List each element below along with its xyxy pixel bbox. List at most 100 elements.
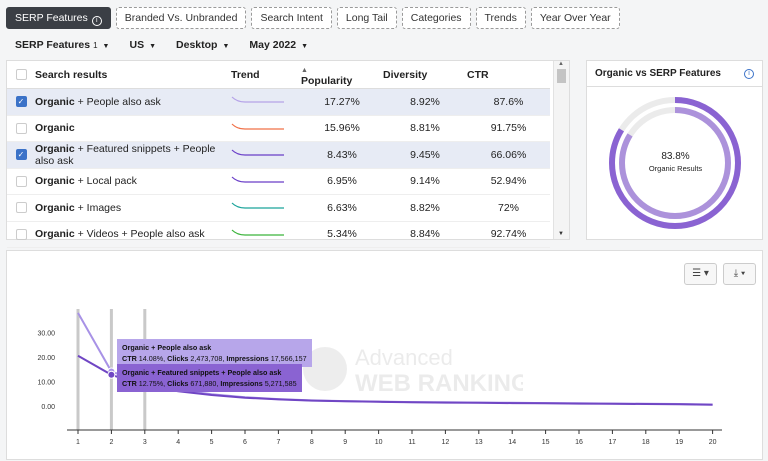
row-label: Organic + Local pack xyxy=(35,175,137,188)
x-tick-label: 9 xyxy=(343,439,347,446)
table-row[interactable]: Organic + Videos + People also ask 5.34% 8… xyxy=(7,222,550,248)
scrollbar-thumb[interactable] xyxy=(557,69,566,83)
tab-label: SERP Features xyxy=(15,12,88,24)
x-tick-label: 2 xyxy=(109,439,113,446)
tab-trends[interactable]: Trends xyxy=(475,7,526,29)
x-tick-label: 6 xyxy=(243,439,247,446)
tooltip-title: Organic + Featured snippets + People als… xyxy=(122,368,282,377)
date-dropdown[interactable]: May 2022 ▼ xyxy=(249,39,308,51)
row-popularity: 5.34% xyxy=(327,228,357,241)
tooltip-title: Organic + People also ask xyxy=(122,343,212,352)
tooltip-people-also-ask: Organic + People also ask CTR 14.08%, Cl… xyxy=(117,339,312,367)
x-tick-label: 18 xyxy=(642,439,650,446)
info-icon[interactable]: i xyxy=(744,68,754,79)
table-row[interactable]: ✓ Organic + People also ask 17.27% 8.92% 87.… xyxy=(7,89,550,116)
x-tick-label: 15 xyxy=(542,439,550,446)
donut-arc-inner xyxy=(619,107,731,219)
country-dropdown[interactable]: US ▼ xyxy=(129,39,156,51)
x-tick-label: 4 xyxy=(176,439,180,446)
row-popularity: 6.95% xyxy=(327,175,357,188)
row-diversity: 9.14% xyxy=(410,175,440,188)
ctr-chart-panel: ☰ ▾ ⤓ ▾ Advanced WEB RANKING 30.00 20.00 1… xyxy=(6,250,763,460)
donut-title: Organic vs SERP Features xyxy=(595,68,721,79)
table-row[interactable]: Organic 15.96% 8.81% 91.75% xyxy=(7,116,550,142)
col-popularity-label: Popularity xyxy=(301,74,353,87)
row-ctr: 92.74% xyxy=(490,228,527,241)
row-checkbox[interactable] xyxy=(15,122,27,134)
row-popularity: 6.63% xyxy=(327,201,357,214)
watermark-line1: Advanced xyxy=(355,345,453,370)
row-diversity: 8.81% xyxy=(410,122,440,135)
tab-categories[interactable]: Categories xyxy=(401,7,471,29)
col-trend[interactable]: Trend xyxy=(231,68,260,81)
scroll-down-icon[interactable]: ▼ xyxy=(558,231,564,237)
select-all-checkbox[interactable] xyxy=(15,69,27,80)
serp-table: Search results Trend ▲ Popularity Diversi… xyxy=(6,60,570,248)
awr-watermark: Advanced WEB RANKING xyxy=(303,345,523,397)
donut-panel: Organic vs SERP Features i 83.8% Organic… xyxy=(586,60,763,240)
donut-arc-outer xyxy=(609,97,741,229)
donut-value: 83.8% xyxy=(661,151,690,162)
series-point xyxy=(107,370,116,379)
y-tick-label: 0.00 xyxy=(41,404,55,411)
row-label: Organic xyxy=(35,122,75,135)
row-trend-sparkline xyxy=(231,175,301,188)
row-trend-sparkline xyxy=(231,228,301,241)
x-tick-label: 16 xyxy=(575,439,583,446)
row-checkbox[interactable]: ✓ xyxy=(15,149,27,161)
table-row[interactable]: ✓ Organic + Featured snippets + People al… xyxy=(7,142,550,169)
x-tick-label: 7 xyxy=(276,439,280,446)
row-ctr: 66.06% xyxy=(490,148,527,161)
chart-settings-button[interactable]: ☰ ▾ xyxy=(684,263,717,285)
row-checkbox[interactable]: ✓ xyxy=(15,96,27,108)
table-scrollbar[interactable]: ▲ ▼ xyxy=(553,61,569,239)
x-tick-label: 5 xyxy=(210,439,214,446)
col-popularity[interactable]: ▲ Popularity xyxy=(301,63,383,87)
tab-search-intent[interactable]: Search Intent xyxy=(251,7,332,29)
row-label: Organic + Featured snippets + People als… xyxy=(35,142,216,167)
tab-year-over-year[interactable]: Year Over Year xyxy=(530,7,620,29)
row-label: Organic + Images xyxy=(35,201,122,214)
hover-column-marker xyxy=(76,309,80,430)
country-label: US xyxy=(129,39,145,51)
row-trend-sparkline xyxy=(231,122,301,135)
y-tick-label: 30.00 xyxy=(37,331,55,338)
row-ctr: 87.6% xyxy=(493,95,524,108)
donut-chart xyxy=(609,97,741,229)
x-tick-label: 1 xyxy=(76,439,80,446)
table-row[interactable]: Organic + Local pack 6.95% 9.14% 52.94% xyxy=(7,169,550,195)
chevron-down-icon: ▼ xyxy=(222,43,230,50)
chevron-down-icon: ▼ xyxy=(102,43,110,50)
feature-dropdown-label: SERP Features xyxy=(15,39,91,51)
donut-label: Organic Results xyxy=(648,164,703,173)
col-search-results[interactable]: Search results xyxy=(35,68,108,81)
feature-dropdown[interactable]: SERP Features 1 ▼ xyxy=(15,39,109,51)
tab-long-tail[interactable]: Long Tail xyxy=(336,7,397,29)
row-diversity: 8.84% xyxy=(410,228,440,241)
row-popularity: 15.96% xyxy=(324,122,360,135)
sliders-icon: ☰ xyxy=(692,268,702,279)
tab-serp-features[interactable]: SERP Features i xyxy=(6,7,111,29)
row-popularity: 8.43% xyxy=(327,148,357,161)
tab-branded-vs-unbranded[interactable]: Branded Vs. Unbranded xyxy=(115,7,247,29)
row-ctr: 91.75% xyxy=(490,122,527,135)
table-row[interactable]: Organic + Images 6.63% 8.82% 72% xyxy=(7,195,550,222)
row-ctr: 52.94% xyxy=(490,175,527,188)
row-checkbox[interactable] xyxy=(15,228,27,240)
x-tick-label: 10 xyxy=(375,439,383,446)
x-tick-label: 11 xyxy=(408,439,415,446)
device-label: Desktop xyxy=(176,39,218,51)
y-tick-label: 20.00 xyxy=(37,355,55,362)
filter-bar: SERP Features 1 ▼ US ▼ Desktop ▼ May 2022 ▼ xyxy=(15,39,308,51)
x-tick-label: 3 xyxy=(143,439,147,446)
col-diversity[interactable]: Diversity xyxy=(383,68,428,81)
tooltip-featured-snippets: Organic + Featured snippets + People als… xyxy=(117,364,302,392)
scroll-up-icon[interactable]: ▲ xyxy=(558,61,564,67)
chart-download-button[interactable]: ⤓ ▾ xyxy=(723,263,756,285)
row-checkbox[interactable] xyxy=(15,202,27,214)
device-dropdown[interactable]: Desktop ▼ xyxy=(176,39,229,51)
col-ctr[interactable]: CTR xyxy=(467,68,489,81)
row-checkbox[interactable] xyxy=(15,175,27,187)
donut-header: Organic vs SERP Features i xyxy=(587,61,762,87)
row-trend-sparkline xyxy=(231,148,301,161)
